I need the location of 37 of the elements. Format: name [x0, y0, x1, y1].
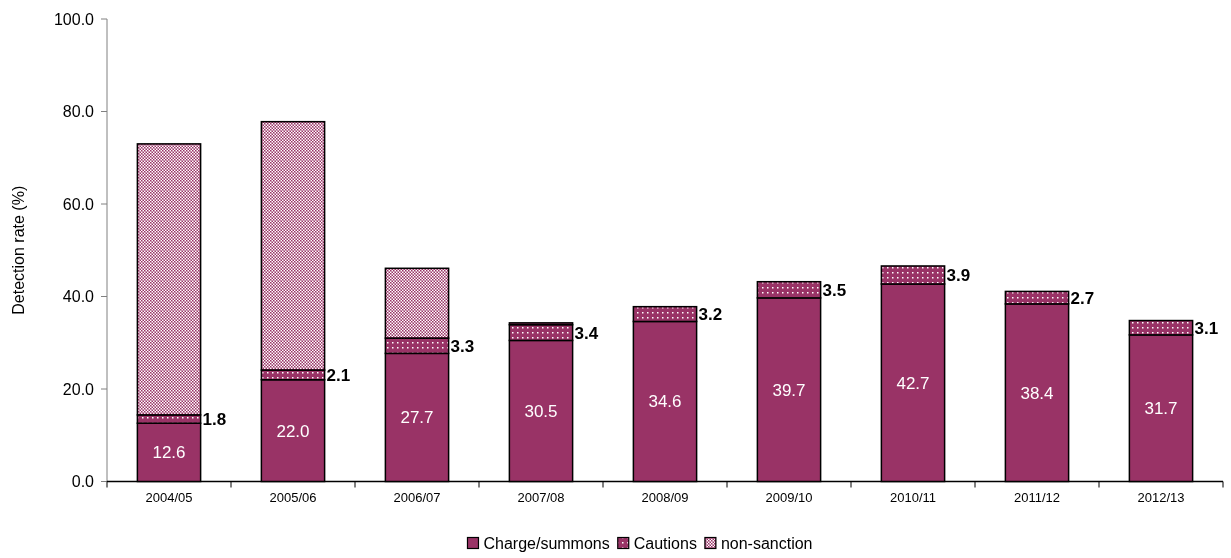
data-label: 27.7	[400, 408, 434, 428]
x-tick-label: 2004/05	[145, 490, 193, 505]
data-label: 2.1	[326, 365, 351, 385]
legend-label: Charge/summons	[483, 534, 610, 552]
x-tick-label: 2006/07	[393, 490, 441, 505]
y-tick-label: 100.0	[53, 10, 95, 28]
x-tick-label: 2008/09	[641, 490, 689, 505]
data-label: 12.6	[152, 443, 186, 463]
data-label: 3.3	[450, 336, 475, 356]
data-label: 22.0	[276, 421, 310, 441]
data-label: 31.7	[1144, 399, 1178, 419]
y-tick-label: 60.0	[62, 195, 95, 213]
x-tick-label: 2012/13	[1137, 490, 1185, 505]
y-tick-label: 40.0	[62, 288, 95, 306]
data-label: 3.4	[574, 323, 599, 343]
data-label: 34.6	[648, 392, 682, 412]
data-label: 3.5	[822, 280, 847, 300]
legend-label: non-sanction	[720, 534, 813, 552]
x-tick-label: 2005/06	[269, 490, 317, 505]
x-tick-label: 2011/12	[1013, 490, 1061, 505]
data-label: 30.5	[524, 401, 558, 421]
x-tick-label: 2010/11	[889, 490, 937, 505]
data-label: 3.1	[1194, 318, 1219, 338]
data-label: 3.9	[946, 265, 971, 285]
x-tick-label: 2007/08	[517, 490, 565, 505]
x-tick-label: 2009/10	[765, 490, 813, 505]
y-tick-label: 0.0	[71, 473, 95, 491]
y-tick-label: 80.0	[62, 103, 95, 121]
y-axis-title: Detection rate (%)	[10, 185, 27, 315]
data-label: 42.7	[896, 373, 930, 393]
data-label: 1.8	[202, 410, 227, 430]
y-tick-label: 20.0	[62, 380, 95, 398]
data-label: 3.2	[698, 305, 723, 325]
data-label: 39.7	[772, 380, 806, 400]
data-label: 2.7	[1070, 288, 1095, 308]
data-label: 38.4	[1020, 383, 1054, 403]
legend-label: Cautions	[633, 534, 697, 552]
